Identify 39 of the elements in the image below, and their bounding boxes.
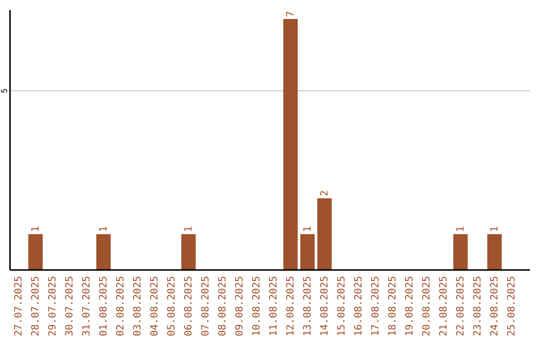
x-tick-label: 30.07.2025 — [64, 276, 76, 336]
x-tick-label: 18.08.2025 — [388, 276, 398, 336]
x-tick-label: 01.08.2025 — [98, 276, 110, 336]
x-tick-label: 09.08.2025 — [234, 276, 246, 336]
data-label: 1 — [302, 226, 314, 232]
x-tick-label: 21.08.2025 — [438, 276, 450, 336]
data-label: 2 — [320, 190, 330, 196]
x-tick-label: 15.08.2025 — [336, 276, 348, 336]
x-tick-label: 11.08.2025 — [268, 276, 280, 336]
x-tick-label: 04.08.2025 — [150, 276, 160, 336]
x-tick-label: 14.08.2025 — [320, 276, 330, 336]
data-label: 1 — [30, 226, 42, 232]
x-tick-label: 19.08.2025 — [404, 276, 416, 336]
x-tick-label: 22.08.2025 — [456, 276, 466, 336]
data-label: 1 — [490, 226, 500, 232]
x-tick-label: 08.08.2025 — [218, 276, 228, 336]
x-tick-label: 29.07.2025 — [48, 276, 58, 336]
x-tick-label: 03.08.2025 — [132, 276, 144, 336]
x-tick-label: 06.08.2025 — [184, 276, 194, 336]
x-tick-label: 05.08.2025 — [166, 276, 178, 336]
data-label: 1 — [456, 226, 466, 232]
data-label: 7 — [286, 10, 296, 17]
x-tick-label: 20.08.2025 — [422, 276, 432, 336]
x-tick-label: 16.08.2025 — [354, 276, 364, 336]
x-tick-label: 25.08.2025 — [506, 276, 518, 336]
x-tick-label: 27.07.2025 — [14, 276, 24, 336]
x-tick-label: 07.08.2025 — [200, 276, 212, 336]
x-tick-label: 31.07.2025 — [82, 276, 92, 336]
x-tick-label: 02.08.2025 — [116, 276, 126, 336]
x-tick-label: 23.08.2025 — [472, 276, 484, 336]
x-tick-label: 24.08.2025 — [490, 276, 500, 336]
x-tick-label: 17.08.2025 — [370, 276, 382, 336]
x-tick-label: 10.08.2025 — [252, 276, 262, 336]
x-tick-label: 12.08.2025 — [286, 276, 296, 336]
data-label: 1 — [98, 226, 110, 232]
y-tick-label: 5 — [0, 88, 9, 94]
data-label: 1 — [184, 226, 194, 232]
x-tick-label: 28.07.2025 — [30, 276, 42, 336]
x-tick-label: 13.08.2025 — [302, 276, 314, 336]
